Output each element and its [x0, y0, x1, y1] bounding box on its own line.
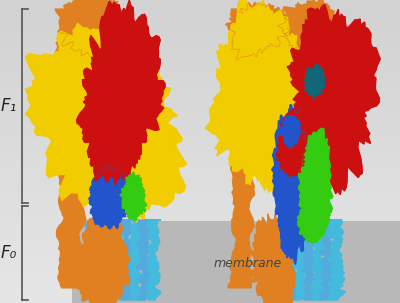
- Bar: [72, 221, 400, 303]
- Polygon shape: [264, 220, 281, 300]
- Polygon shape: [310, 220, 326, 300]
- Bar: [0, 115, 400, 121]
- Bar: [0, 127, 400, 133]
- Polygon shape: [251, 214, 296, 303]
- Bar: [0, 48, 400, 55]
- Bar: [0, 200, 400, 206]
- Bar: [0, 206, 400, 212]
- Bar: [0, 152, 400, 158]
- Polygon shape: [227, 9, 254, 288]
- Polygon shape: [146, 220, 161, 300]
- Bar: [0, 212, 400, 218]
- Bar: [0, 85, 400, 91]
- Bar: [0, 0, 400, 6]
- Polygon shape: [280, 5, 380, 195]
- Polygon shape: [77, 0, 165, 185]
- Polygon shape: [128, 220, 143, 300]
- Bar: [0, 158, 400, 164]
- Text: membrane: membrane: [214, 257, 282, 270]
- Bar: [0, 145, 400, 152]
- Bar: [0, 194, 400, 200]
- Bar: [0, 139, 400, 145]
- Bar: [0, 273, 400, 279]
- Polygon shape: [278, 0, 344, 55]
- Bar: [0, 248, 400, 255]
- Polygon shape: [265, 59, 331, 191]
- Polygon shape: [94, 220, 110, 300]
- Bar: [0, 42, 400, 48]
- Bar: [0, 218, 400, 224]
- Polygon shape: [84, 220, 100, 300]
- Polygon shape: [274, 220, 290, 300]
- Bar: [0, 73, 400, 79]
- Bar: [0, 242, 400, 248]
- Bar: [0, 267, 400, 273]
- Polygon shape: [226, 2, 292, 60]
- Bar: [0, 12, 400, 18]
- Polygon shape: [55, 9, 86, 288]
- Bar: [0, 55, 400, 61]
- Polygon shape: [120, 172, 147, 221]
- Bar: [0, 170, 400, 176]
- Bar: [0, 230, 400, 236]
- Bar: [0, 255, 400, 261]
- Bar: [0, 79, 400, 85]
- Bar: [0, 188, 400, 194]
- Bar: [0, 36, 400, 42]
- Bar: [0, 261, 400, 267]
- Polygon shape: [327, 220, 346, 300]
- Bar: [0, 61, 400, 67]
- Polygon shape: [137, 220, 154, 300]
- Bar: [0, 91, 400, 97]
- Polygon shape: [25, 23, 186, 222]
- Polygon shape: [102, 220, 118, 300]
- Bar: [0, 24, 400, 30]
- Polygon shape: [272, 104, 312, 265]
- Polygon shape: [119, 220, 135, 300]
- Bar: [0, 67, 400, 73]
- Polygon shape: [109, 220, 126, 300]
- Polygon shape: [89, 164, 134, 229]
- Bar: [0, 30, 400, 36]
- Bar: [0, 291, 400, 297]
- Polygon shape: [276, 130, 306, 177]
- Bar: [0, 224, 400, 230]
- Polygon shape: [283, 115, 301, 148]
- Polygon shape: [302, 220, 318, 300]
- Bar: [0, 297, 400, 303]
- Text: F₀: F₀: [1, 244, 17, 262]
- Polygon shape: [304, 63, 325, 99]
- Polygon shape: [291, 220, 308, 300]
- Bar: [0, 279, 400, 285]
- Polygon shape: [61, 0, 139, 58]
- Bar: [0, 18, 400, 24]
- Polygon shape: [205, 0, 308, 200]
- Bar: [0, 236, 400, 242]
- Bar: [0, 133, 400, 139]
- Bar: [0, 285, 400, 291]
- Bar: [0, 176, 400, 182]
- Text: F₁: F₁: [1, 97, 17, 115]
- Bar: [0, 121, 400, 127]
- Polygon shape: [283, 220, 300, 300]
- Bar: [0, 6, 400, 12]
- Polygon shape: [74, 213, 130, 303]
- Polygon shape: [319, 220, 336, 300]
- Bar: [0, 164, 400, 170]
- Bar: [0, 103, 400, 109]
- Bar: [0, 182, 400, 188]
- Polygon shape: [298, 204, 328, 243]
- Bar: [0, 97, 400, 103]
- Polygon shape: [298, 128, 333, 235]
- Bar: [0, 109, 400, 115]
